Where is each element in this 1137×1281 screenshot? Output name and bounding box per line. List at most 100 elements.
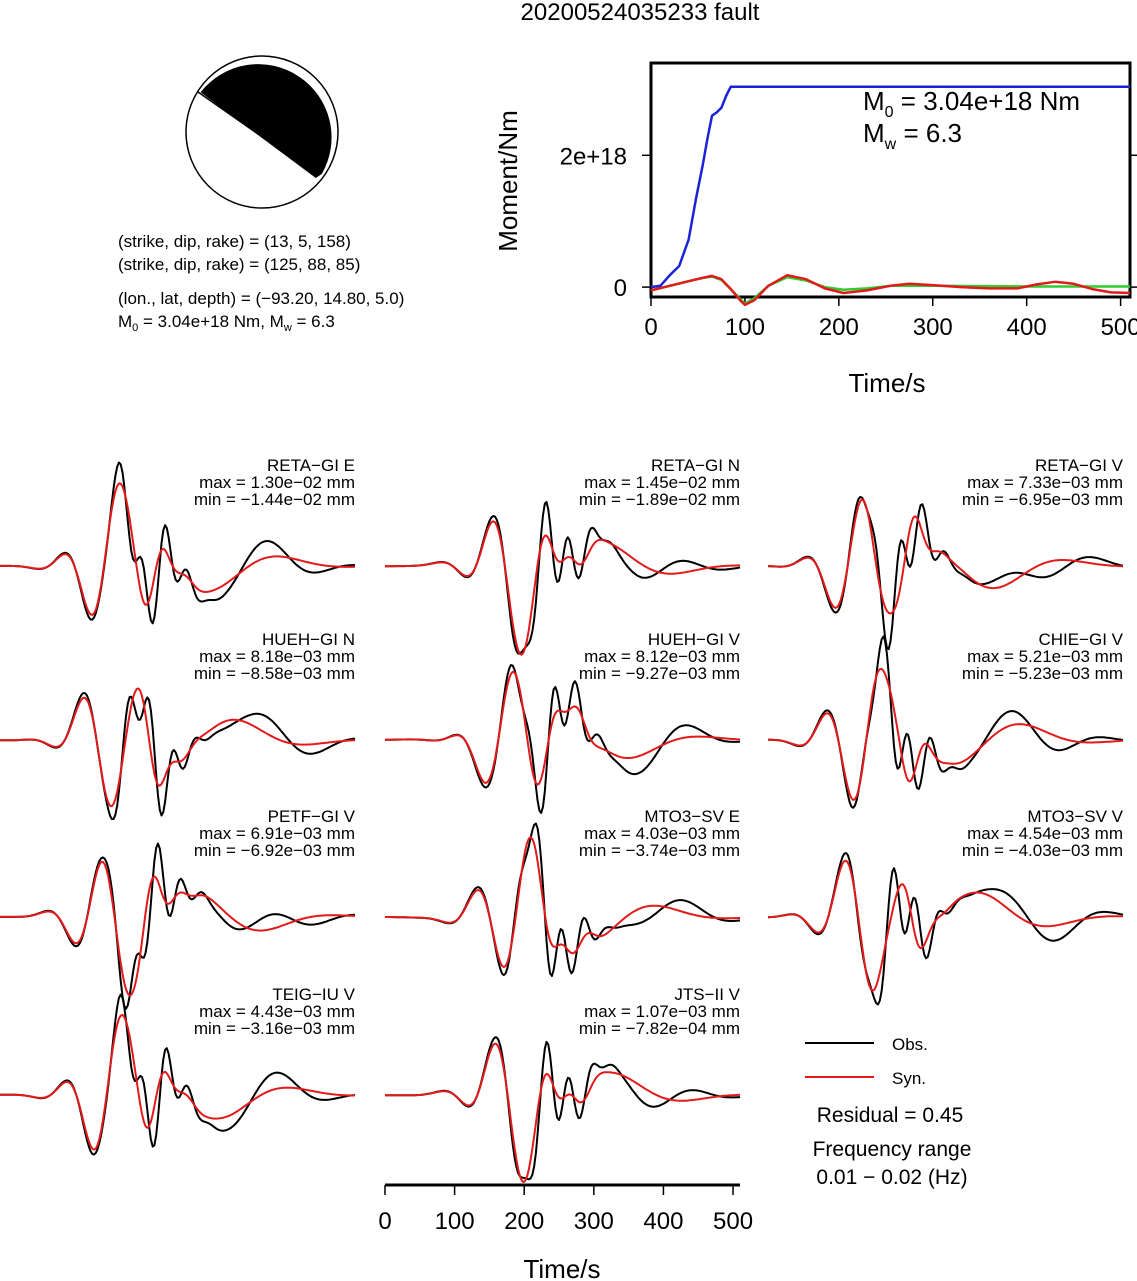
station-min: min = −6.95e−03 mm xyxy=(962,490,1123,509)
residual: Residual = 0.45 xyxy=(817,1104,964,1127)
waveform-xtick-label: 0 xyxy=(378,1208,391,1235)
frequency-value: 0.01 − 0.02 (Hz) xyxy=(816,1166,967,1189)
moment-xtick-label: 200 xyxy=(819,314,859,341)
station-max: max = 4.54e−03 mm xyxy=(967,824,1123,843)
trace-obs xyxy=(385,664,741,814)
trace-syn xyxy=(385,670,741,786)
station-max: max = 1.45e−02 mm xyxy=(584,473,740,492)
station-max: max = 8.18e−03 mm xyxy=(199,647,355,666)
station-name: RETA−GI V xyxy=(1035,456,1124,475)
focal-info: (strike, dip, rake) = (13, 5, 158) (stri… xyxy=(118,232,404,334)
moment-xtick-label: 300 xyxy=(913,314,953,341)
station-min: min = −1.89e−02 mm xyxy=(579,490,740,509)
frequency-title: Frequency range xyxy=(813,1138,972,1161)
station-name: RETA−GI E xyxy=(267,456,355,475)
station-max: max = 6.91e−03 mm xyxy=(199,824,355,843)
waveform-xtick-label: 300 xyxy=(574,1208,614,1235)
legend-obs-label: Obs. xyxy=(892,1035,928,1054)
moment-series-red xyxy=(650,273,1131,307)
station-max: max = 4.43e−03 mm xyxy=(199,1002,355,1021)
moment-series-moment xyxy=(650,85,1130,289)
station-min: min = −8.58e−03 mm xyxy=(194,664,355,683)
station-name: MTO3−SV E xyxy=(644,807,740,826)
waveform-xtick-label: 100 xyxy=(435,1208,475,1235)
focal-np2: (strike, dip, rake) = (125, 88, 85) xyxy=(118,255,360,274)
station-name: HUEH−GI V xyxy=(648,630,741,649)
moment-ylabel: Moment/Nm xyxy=(493,110,523,252)
station-max: max = 7.33e−03 mm xyxy=(967,473,1123,492)
station-name: PETF−GI V xyxy=(268,807,356,826)
moment-ytick-label: 0 xyxy=(614,275,627,302)
focal-np1: (strike, dip, rake) = (13, 5, 158) xyxy=(118,232,351,251)
beachball xyxy=(185,55,339,209)
moment-xtick-label: 400 xyxy=(1007,314,1047,341)
station-max: max = 5.21e−03 mm xyxy=(967,647,1123,666)
trace-syn xyxy=(0,482,356,616)
trace-syn xyxy=(768,667,1124,801)
station-min: min = −7.82e−04 mm xyxy=(579,1019,740,1038)
station-min: min = −9.27e−03 mm xyxy=(579,664,740,683)
waveform-xtick-label: 200 xyxy=(504,1208,544,1235)
station-max: max = 1.07e−03 mm xyxy=(584,1002,740,1021)
moment-ytick-label: 2e+18 xyxy=(560,143,627,170)
station-min: min = −6.92e−03 mm xyxy=(194,841,355,860)
moment-annotation-mw: Mw = 6.3 xyxy=(863,118,962,153)
trace-syn xyxy=(767,859,1123,992)
waveform-xtick-label: 500 xyxy=(713,1208,753,1235)
waveform-xtick-label: 400 xyxy=(643,1208,683,1235)
trace-obs xyxy=(0,692,356,821)
station-name: JTS−II V xyxy=(674,985,740,1004)
station-name: TEIG−IU V xyxy=(272,985,355,1004)
focal-location: (lon., lat, depth) = (−93.20, 14.80, 5.0… xyxy=(118,289,404,308)
waveform-time-axis: Time/s 0 100 200 300 400 500 xyxy=(378,1183,753,1281)
figure-title: 20200524035233 fault xyxy=(521,0,760,26)
station-min: min = −4.03e−03 mm xyxy=(962,841,1123,860)
station-min: min = −1.44e−02 mm xyxy=(194,490,355,509)
moment-xlabel: Time/s xyxy=(848,368,925,398)
station-min: min = −5.23e−03 mm xyxy=(962,664,1123,683)
station-max: max = 4.03e−03 mm xyxy=(584,824,740,843)
beachball-compressional xyxy=(200,64,332,178)
station-max: max = 1.30e−02 mm xyxy=(199,473,355,492)
moment-annotation-m0: M0 = 3.04e+18 Nm xyxy=(863,86,1080,121)
waveform-xlabel: Time/s xyxy=(523,1254,600,1281)
station-min: min = −3.74e−03 mm xyxy=(579,841,740,860)
trace-obs xyxy=(767,495,1124,651)
station-name: HUEH−GI N xyxy=(262,630,355,649)
trace-obs xyxy=(767,852,1124,1006)
moment-panel: Moment/Nm Time/s M0 = 3.04e+18 Nm Mw = 6… xyxy=(493,61,1137,398)
station-min: min = −3.16e−03 mm xyxy=(194,1019,355,1038)
moment-xtick-label: 500 xyxy=(1101,314,1137,341)
trace-obs xyxy=(768,635,1124,809)
trace-syn xyxy=(385,520,740,656)
trace-syn xyxy=(768,498,1123,615)
trace-obs xyxy=(385,1036,741,1181)
trace-syn xyxy=(385,836,740,969)
trace-syn xyxy=(385,1042,741,1184)
station-max: max = 8.12e−03 mm xyxy=(584,647,740,666)
legend-syn-label: Syn. xyxy=(892,1069,926,1088)
station-name: MTO3−SV V xyxy=(1027,807,1123,826)
station-name: RETA−GI N xyxy=(651,456,740,475)
moment-plot-frame xyxy=(649,61,1132,299)
moment-xtick-label: 0 xyxy=(644,314,657,341)
trace-syn xyxy=(0,860,356,997)
legend: Obs. Syn. Residual = 0.45 Frequency rang… xyxy=(805,1035,971,1189)
trace-syn xyxy=(0,687,356,808)
focal-moment: M0 = 3.04e+18 Nm, Mw = 6.3 xyxy=(118,312,335,334)
trace-syn xyxy=(0,1013,355,1151)
station-name: CHIE−GI V xyxy=(1038,630,1123,649)
